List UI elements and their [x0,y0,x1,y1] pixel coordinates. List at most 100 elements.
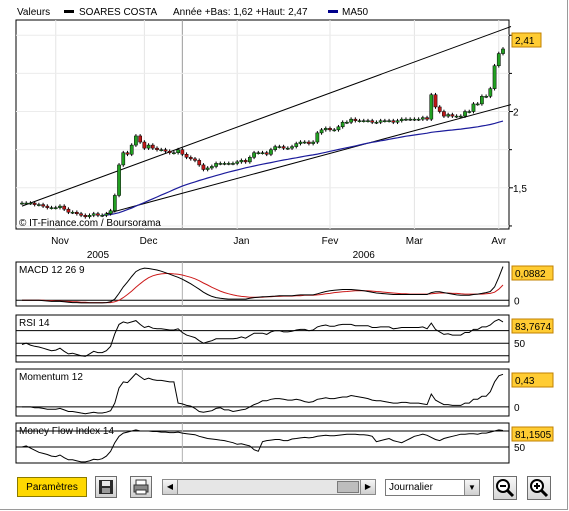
candle [49,207,54,209]
candle [167,150,172,153]
year-label: 2005 [87,250,110,261]
mfi-panel: Money Flow Index 14 81,1505 50 [15,422,554,464]
year-label: 2006 [353,250,376,261]
candle [404,118,408,121]
price-panel [15,19,510,230]
period-value: Journalier [389,482,433,493]
candle [150,144,155,149]
axis-label: 0 [514,296,520,307]
indicator-line [21,318,504,357]
ma50-line [102,120,504,216]
candle [83,215,88,218]
candle [302,141,307,144]
candle [172,152,176,154]
indicator-title: Money Flow Index 14 [19,426,114,437]
printer-icon [133,479,149,495]
candle [446,114,450,117]
candle [226,163,231,165]
indicator-frame [15,422,510,464]
candle [328,128,332,131]
indicator-frame [15,368,510,417]
value-tag [511,426,554,442]
candle [201,164,206,170]
candle [311,141,315,144]
candle [458,115,463,118]
candle [28,202,33,205]
candle [163,149,168,152]
candle [273,146,278,150]
rsi-panel: RSI 14 83,7674 50 [15,314,554,363]
candle [75,211,79,214]
candle [176,149,180,153]
candle [433,94,438,108]
indicator-frame [15,261,510,307]
scroll-thumb[interactable] [337,481,359,493]
axis-label: 50 [514,443,526,454]
candle [252,152,256,158]
value-tag [511,372,554,388]
candle [235,161,240,164]
candle [307,141,311,144]
price-axis: 2,521,5 [509,31,527,227]
zoom-in-button[interactable] [527,476,551,500]
indicator-line [22,372,504,415]
candle [454,115,459,118]
candle [285,147,290,150]
indicator-line [21,429,504,463]
month-label: Dec [140,236,158,247]
value-tag [511,265,554,281]
candle [463,111,467,117]
price-tick-label: 1,5 [513,184,527,195]
indicator-title: RSI 14 [19,318,50,329]
candle [471,103,476,112]
last-price-tag: 2,41 [511,32,542,48]
candle [79,213,83,216]
candle [450,114,455,117]
candle [353,118,358,121]
candle [383,120,387,122]
stock-chart: Valeurs SOARES COSTA Année +Bas: 1,62 +H… [15,7,554,464]
print-button[interactable] [130,476,152,498]
candle [87,215,92,218]
scroll-left-arrow-icon[interactable]: ◀ [163,480,178,494]
candle [425,117,429,120]
candle [197,160,202,166]
candle [184,153,189,158]
candle [408,118,413,121]
scroll-right-arrow-icon[interactable]: ▶ [360,480,375,494]
candle [416,118,421,121]
header-prefix: Valeurs [17,7,50,18]
candle [138,135,142,143]
candle [378,120,383,123]
ma-label: MA50 [342,7,369,18]
momentum-panel: Momentum 12 0,43 0 [15,368,554,417]
zoom-out-button[interactable] [493,476,517,500]
save-button[interactable] [95,476,117,498]
macd-line [22,266,504,304]
candle [467,111,472,113]
candle [117,164,121,196]
candle [129,144,134,155]
candle [475,103,480,106]
parameters-button[interactable]: Paramètres [17,477,87,497]
floppy-icon [99,480,113,494]
candle [104,213,109,216]
candle [387,120,391,122]
indicator-title: Momentum 12 [19,372,83,383]
month-label: Avr [491,236,506,247]
candle [345,121,349,124]
value-tag [511,318,554,334]
toolbar: Paramètres ◀ ▶ Journalier ▼ [0,470,569,506]
candle [125,152,130,155]
period-select[interactable]: Journalier ▼ [385,479,480,496]
candle [501,48,505,54]
candle [361,120,366,122]
candle [480,96,484,105]
indicator-title: MACD 12 26 9 [19,265,85,276]
time-scrollbar[interactable]: ◀ ▶ [162,479,376,495]
chevron-down-icon[interactable]: ▼ [464,480,479,495]
zoom-out-icon [496,479,515,498]
candle [395,120,400,123]
range-text: Année +Bas: 1,62 +Haut: 2,47 [173,7,308,18]
